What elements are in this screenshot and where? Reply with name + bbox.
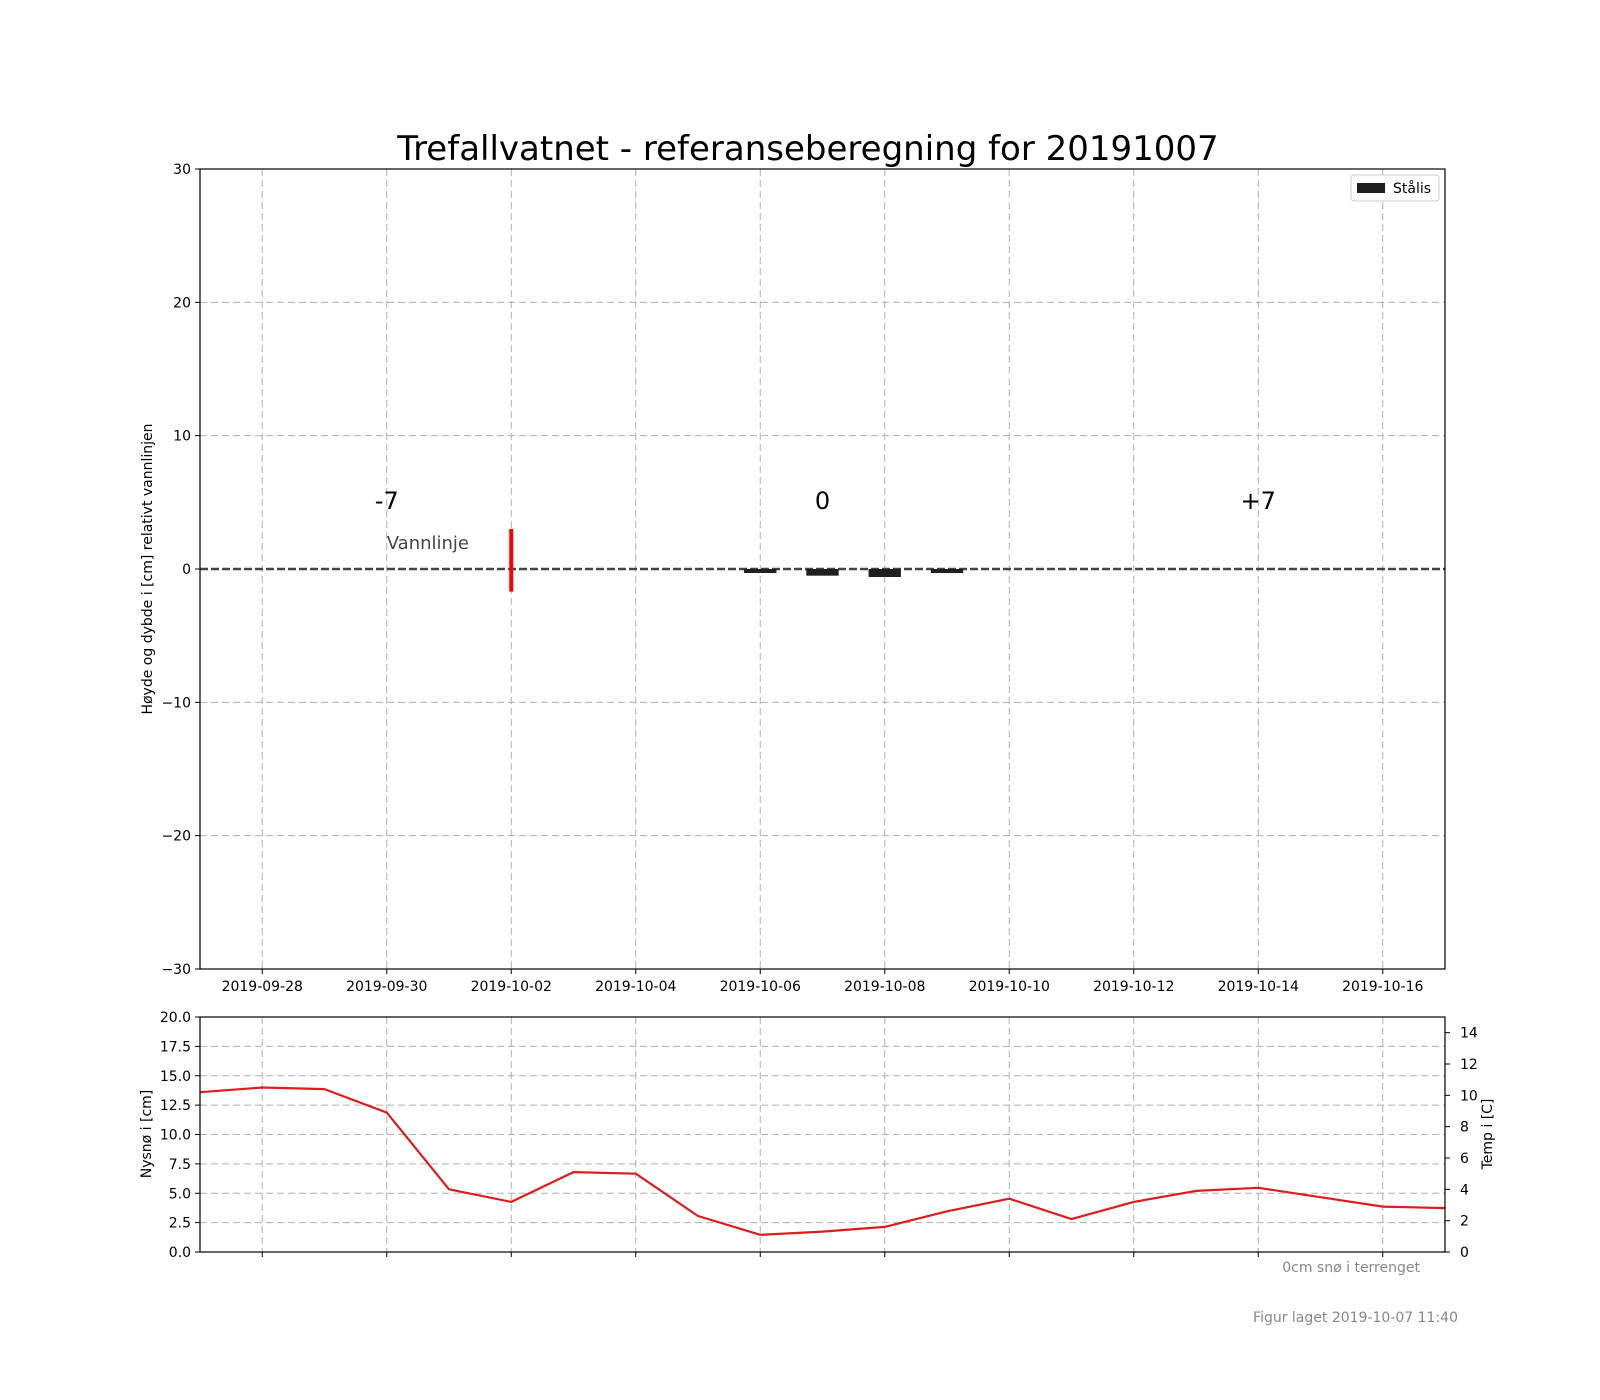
y2-tick-label: 0	[1460, 1245, 1469, 1261]
y-tick-label: 10.0	[160, 1128, 191, 1144]
y-tick-label: 0	[182, 562, 191, 578]
y2-tick-label: 6	[1460, 1151, 1469, 1167]
top-plot-marks: Vannlinje -7 0 +7	[200, 487, 1445, 592]
y2-tick-label: 2	[1460, 1214, 1469, 1230]
x-tick-label: 2019-10-16	[1342, 979, 1423, 995]
y-tick-label: 5.0	[169, 1186, 191, 1202]
bottom-x-ticks	[261, 1252, 1384, 1257]
legend: Stålis	[1350, 174, 1440, 202]
y-tick-label: 17.5	[160, 1039, 191, 1055]
y-tick-label: 2.5	[169, 1216, 191, 1232]
waterline-label: Vannlinje	[387, 533, 469, 554]
top-y-axis-label: Høyde og dybde i [cm] relativt vannlinje…	[140, 423, 156, 714]
stalis-bar	[744, 569, 777, 573]
y2-tick-label: 12	[1460, 1057, 1478, 1073]
y-tick-label: −20	[161, 829, 191, 845]
x-tick-label: 2019-10-02	[471, 979, 552, 995]
bottom-right-y-axis: 0 2 4 6 8 10 12 14	[1445, 1026, 1478, 1261]
y2-tick-label: 4	[1460, 1182, 1469, 1198]
x-tick-label: 2019-10-04	[595, 979, 676, 995]
figure-timestamp: Figur laget 2019-10-07 11:40	[1253, 1310, 1458, 1326]
top-x-axis: 2019-09-28 2019-09-30 2019-10-02 2019-10-04…	[222, 969, 1424, 995]
x-tick-label: 2019-09-28	[222, 979, 303, 995]
y-tick-label: 7.5	[169, 1157, 191, 1173]
x-tick-label: 2019-10-10	[969, 979, 1050, 995]
temperature-line	[199, 1086, 1446, 1236]
x-tick-label: 2019-10-08	[844, 979, 925, 995]
stalis-bar	[806, 569, 839, 576]
y-tick-label: 12.5	[160, 1098, 191, 1114]
y2-tick-label: 14	[1460, 1026, 1478, 1042]
bottom-left-y-axis: 0.0 2.5 5.0 7.5 10.0 12.5 15.0 17.5 20.0	[160, 1010, 200, 1261]
y2-tick-label: 8	[1460, 1120, 1469, 1136]
y-tick-label: 0.0	[169, 1245, 191, 1261]
y-tick-label: 15.0	[160, 1069, 191, 1085]
bottom-y-axis-label: Nysnø i [cm]	[139, 1090, 155, 1179]
top-y-axis: 30 20 10 0 −10 −20 −30	[161, 162, 200, 978]
bottom-gridlines	[200, 1016, 1445, 1253]
y-tick-label: 20	[173, 295, 191, 311]
bottom-plot-marks	[199, 1086, 1446, 1236]
day-offset-label: 0	[815, 487, 830, 515]
day-offset-label: +7	[1241, 487, 1276, 515]
snow-note: 0cm snø i terrenget	[1282, 1260, 1420, 1276]
day-offset-label: -7	[375, 487, 399, 515]
x-tick-label: 2019-10-14	[1218, 979, 1299, 995]
chart-title: Trefallvatnet - referanseberegning for 2…	[396, 129, 1218, 169]
stalis-bar	[868, 569, 901, 577]
y-tick-label: 10	[173, 429, 191, 445]
legend-label-stalis: Stålis	[1393, 180, 1431, 197]
x-tick-label: 2019-10-12	[1093, 979, 1174, 995]
legend-swatch-stalis	[1357, 183, 1385, 193]
x-tick-label: 2019-09-30	[346, 979, 427, 995]
bottom-axes-frame	[199, 1016, 1446, 1253]
top-axes-frame	[199, 168, 1446, 970]
legend-box	[1350, 174, 1440, 202]
y2-tick-label: 10	[1460, 1088, 1478, 1104]
y-tick-label: 30	[173, 162, 191, 178]
y-tick-label: 20.0	[160, 1010, 191, 1026]
y-tick-label: −10	[161, 695, 191, 711]
x-tick-label: 2019-10-06	[720, 979, 801, 995]
y-tick-label: −30	[161, 962, 191, 978]
stalis-bar	[930, 569, 964, 573]
bottom-y2-axis-label: Temp i [C]	[1480, 1099, 1496, 1171]
